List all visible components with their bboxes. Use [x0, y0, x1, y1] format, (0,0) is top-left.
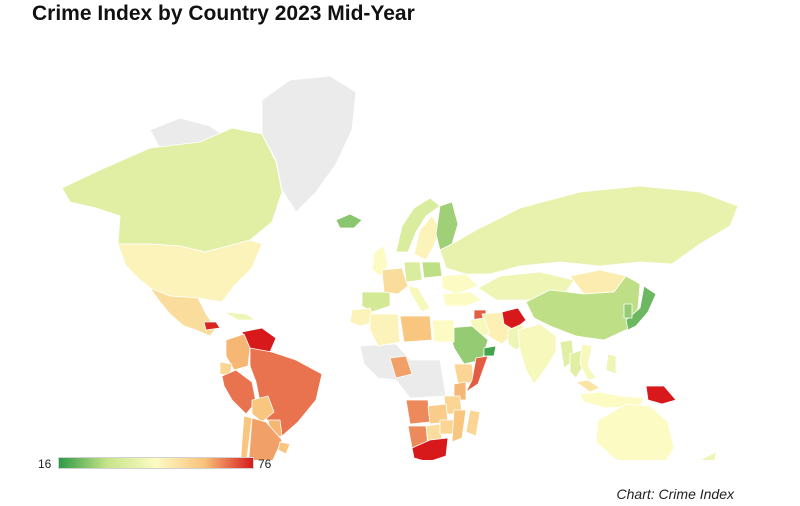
country-ethiopia[interactable]: Ethiopia: 56: [453, 363, 475, 385]
country-vietnam[interactable]: Vietnam: 44: [579, 343, 597, 381]
country-france[interactable]: France: 54: [381, 267, 409, 295]
legend-max-label: 76: [258, 457, 272, 471]
country-egypt[interactable]: Egypt: 46: [431, 319, 455, 343]
country-madagascar[interactable]: Madagascar: 56: [465, 409, 481, 437]
country-canada[interactable]: Canada: 38: [61, 127, 283, 253]
country-italy[interactable]: Italy: 44: [407, 285, 431, 313]
country-poland[interactable]: Poland: 30: [421, 261, 443, 279]
country-turkey[interactable]: Turkey: 46: [441, 291, 483, 307]
country-uruguay[interactable]: Uruguay: 60: [277, 441, 291, 455]
country-chile[interactable]: Chile: 60: [236, 415, 253, 460]
country-greenland[interactable]: Greenland: [261, 75, 357, 213]
country-mozambique[interactable]: Mozambique: 60: [451, 409, 467, 443]
country-kenya[interactable]: Kenya: 62: [453, 381, 467, 401]
chart-credit: Chart: Crime Index: [616, 486, 734, 502]
country-malaysia[interactable]: Malaysia: 52: [575, 379, 601, 393]
country-somalia[interactable]: Somalia: 70: [465, 355, 489, 393]
country-philippines[interactable]: Philippines: 42: [605, 353, 617, 375]
country-nigeria[interactable]: Nigeria: 64: [389, 355, 413, 379]
country-honduras[interactable]: Honduras: 75: [203, 321, 221, 331]
country-peru[interactable]: Peru: 68: [221, 369, 257, 415]
country-new-zealand[interactable]: New Zealand: 42: [694, 451, 717, 460]
country-zimbabwe[interactable]: Zimbabwe: 56: [439, 419, 455, 435]
country-bolivia[interactable]: Bolivia: 60: [251, 395, 275, 423]
country-papua-new-guinea[interactable]: Papua New Guinea: 80: [645, 385, 677, 405]
country-thailand[interactable]: Thailand: 38: [569, 349, 583, 379]
country-germany[interactable]: Germany: 36: [403, 261, 423, 283]
legend-min-label: 16: [38, 457, 52, 471]
country-iceland[interactable]: Iceland: 25: [335, 213, 363, 229]
map-svg: Canada: 38United States: 48Mexico: 54 Cub…: [61, 75, 739, 460]
chart-title: Crime Index by Country 2023 Mid-Year: [32, 2, 415, 25]
color-scale-legend: [58, 457, 254, 469]
country-colombia[interactable]: Colombia: 62: [225, 333, 251, 371]
country-libya[interactable]: Libya: 60: [399, 315, 433, 343]
country-china[interactable]: China: 30: [525, 275, 641, 341]
country-south-korea[interactable]: South Korea: 26: [623, 303, 633, 319]
country-japan[interactable]: Japan: 22: [625, 285, 657, 331]
country-morocco[interactable]: Morocco: 48: [349, 307, 377, 327]
country-australia[interactable]: Australia: 46: [595, 403, 675, 460]
country-ukraine[interactable]: Ukraine: 46: [441, 273, 479, 295]
country-south-africa[interactable]: South Africa: 76: [411, 437, 449, 460]
country-india[interactable]: India: 44: [517, 323, 557, 385]
world-map: Canada: 38United States: 48Mexico: 54 Cub…: [0, 30, 800, 460]
country-angola[interactable]: Angola: 66: [405, 399, 431, 425]
country-algeria[interactable]: Algeria: 48: [369, 313, 401, 347]
country-mexico[interactable]: Mexico: 54: [149, 287, 217, 337]
country-united-arab-emirates[interactable]: United Arab Emirates: 18: [483, 345, 497, 357]
country-russia[interactable]: Russia: 40: [439, 185, 739, 275]
country-cuba[interactable]: Cuba: 42: [223, 311, 257, 321]
country-united-states[interactable]: United States: 48: [117, 239, 263, 303]
